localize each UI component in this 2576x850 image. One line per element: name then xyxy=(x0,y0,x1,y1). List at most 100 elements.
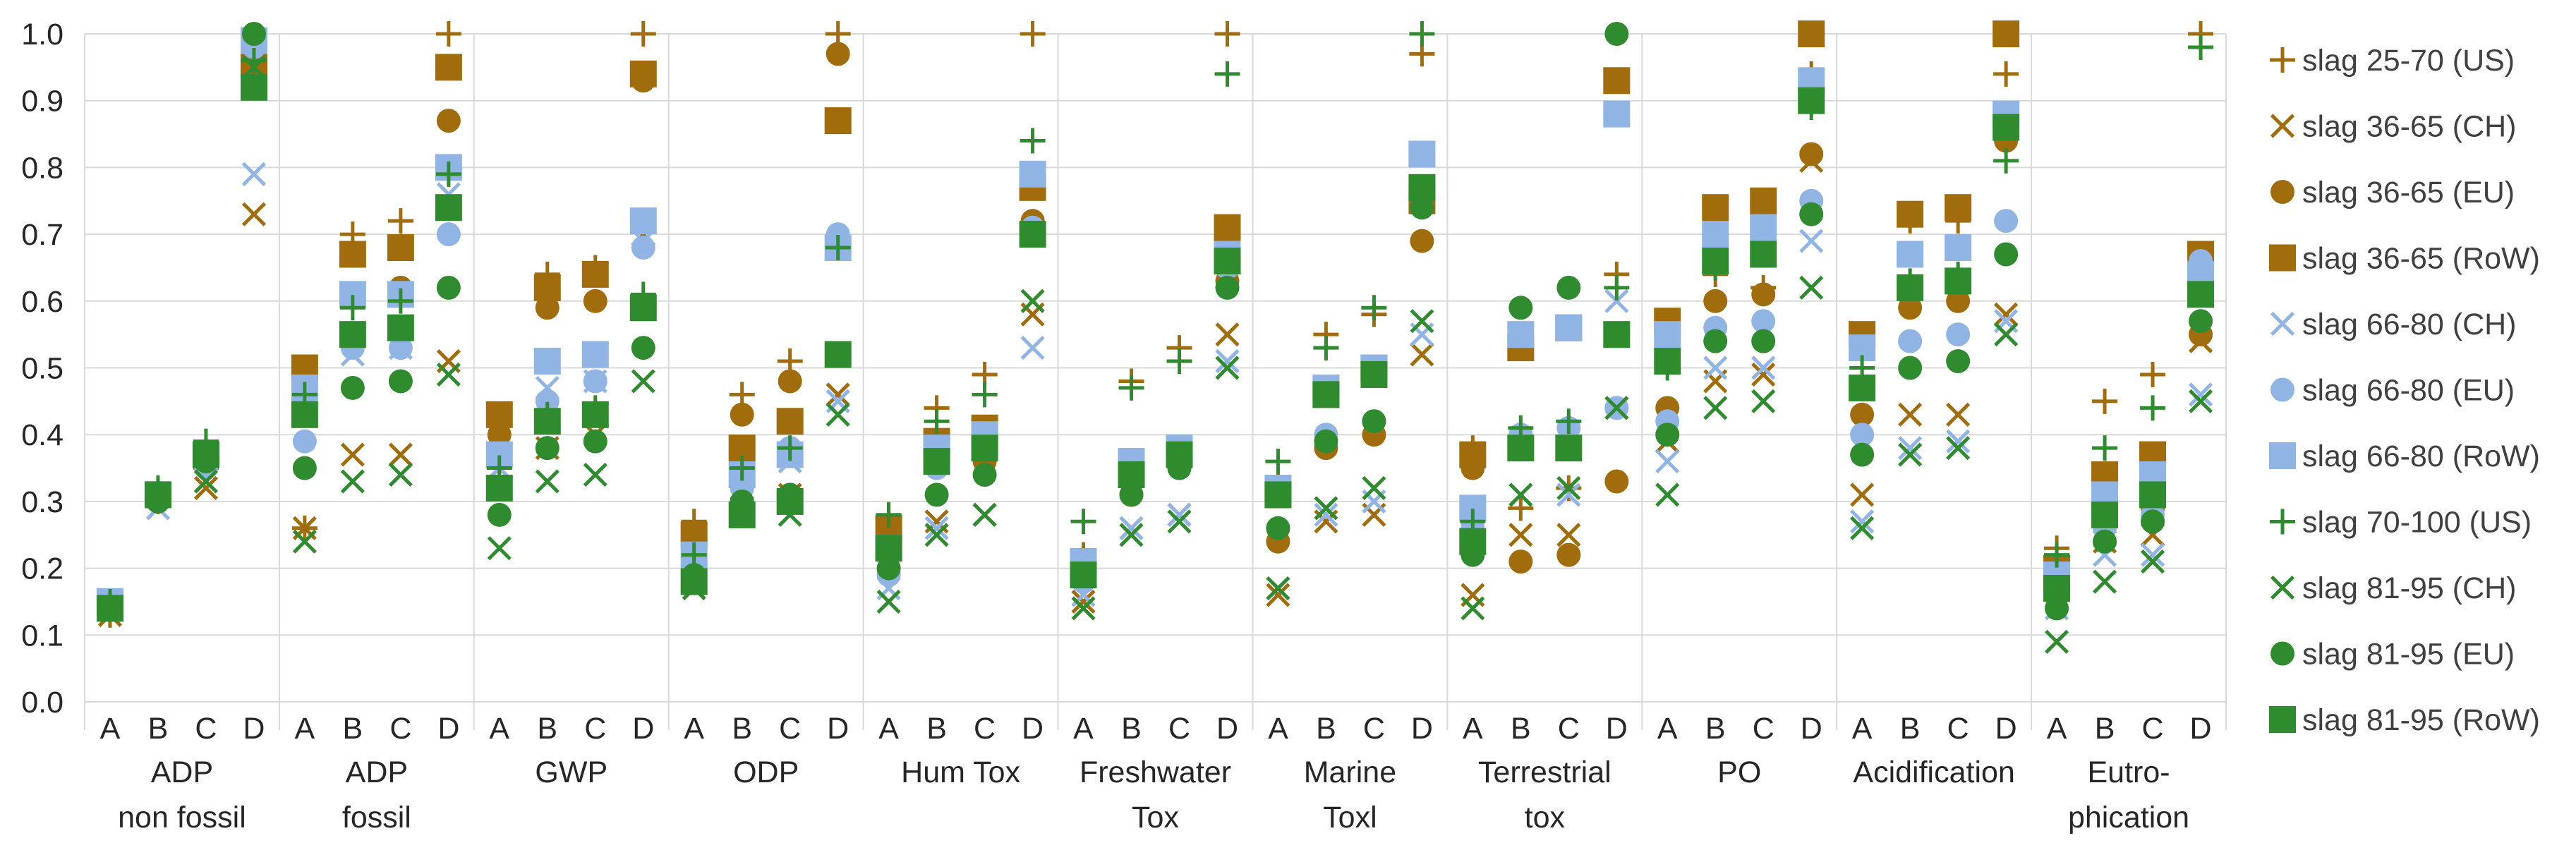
data-point xyxy=(1898,436,1923,461)
data-point xyxy=(436,362,461,387)
data-point xyxy=(533,348,561,375)
data-point xyxy=(972,382,998,408)
data-point xyxy=(533,408,561,435)
x-subcategory-label: D xyxy=(2190,712,2212,746)
x-subcategory-label: B xyxy=(343,712,363,746)
legend-marker xyxy=(2269,442,2296,469)
data-point xyxy=(1360,360,1388,388)
data-point xyxy=(1508,495,1534,521)
data-point xyxy=(1850,402,1875,427)
data-point xyxy=(1898,402,1923,427)
data-point xyxy=(2188,382,2213,407)
data-point xyxy=(1946,322,1971,347)
data-point xyxy=(631,336,655,360)
data-point xyxy=(339,295,365,321)
legend-marker xyxy=(2270,180,2294,204)
data-point xyxy=(1119,516,1144,540)
data-point xyxy=(1408,174,1436,201)
y-tick-label: 0.7 xyxy=(21,218,64,252)
data-point xyxy=(1019,160,1046,188)
data-point xyxy=(631,236,655,260)
data-point xyxy=(876,502,902,528)
data-point xyxy=(1556,523,1581,547)
data-point xyxy=(387,208,413,234)
data-point xyxy=(193,469,219,494)
data-point xyxy=(1604,469,1629,494)
data-point xyxy=(1850,423,1875,447)
data-point xyxy=(193,475,219,501)
data-point xyxy=(1508,550,1533,574)
data-point xyxy=(1166,441,1193,468)
data-point xyxy=(1946,402,1971,427)
x-subcategory-label: A xyxy=(2047,712,2067,746)
data-point xyxy=(535,296,560,320)
x-subcategory-label: D xyxy=(632,712,654,746)
data-point xyxy=(485,474,513,502)
data-point xyxy=(825,235,851,261)
legend-marker xyxy=(2270,114,2295,138)
data-point xyxy=(1215,348,1240,374)
x-subcategory-label: D xyxy=(1995,712,2017,746)
data-point xyxy=(2091,501,2119,528)
data-point xyxy=(535,389,560,413)
x-group-label: GWP xyxy=(535,755,607,789)
data-point xyxy=(728,501,756,528)
data-point xyxy=(1702,194,1729,221)
data-point xyxy=(2140,550,2165,574)
x-group-label: Freshwater xyxy=(1080,755,1231,789)
legend-label: slag 36-65 (RoW) xyxy=(2302,242,2540,276)
x-group-label: tox xyxy=(1525,801,1566,834)
data-point xyxy=(1362,475,1386,501)
data-point xyxy=(1603,321,1631,348)
data-point xyxy=(1556,482,1581,507)
data-point xyxy=(1312,381,1340,408)
x-subcategory-label: D xyxy=(1411,712,1433,746)
x-subcategory-label: C xyxy=(779,712,801,746)
data-point xyxy=(1750,241,1777,268)
data-point xyxy=(824,341,852,368)
data-point xyxy=(876,556,901,581)
x-subcategory-label: A xyxy=(1268,712,1288,746)
data-point xyxy=(924,482,949,507)
data-point xyxy=(1556,475,1581,501)
data-point xyxy=(388,442,413,467)
data-point xyxy=(1410,195,1434,220)
data-point xyxy=(1362,409,1386,434)
data-point xyxy=(2093,529,2117,554)
data-point xyxy=(1507,321,1535,348)
data-point xyxy=(1751,329,1776,353)
data-point xyxy=(1314,429,1338,454)
data-point xyxy=(2141,509,2165,534)
data-point xyxy=(1655,423,1680,447)
data-point xyxy=(1750,214,1777,241)
legend-marker xyxy=(2270,377,2294,402)
data-point xyxy=(2139,481,2167,509)
data-point xyxy=(778,369,802,394)
legend-label: slag 70-100 (US) xyxy=(2302,506,2532,540)
data-point xyxy=(1799,229,1824,253)
data-point xyxy=(1703,396,1728,420)
data-point xyxy=(1946,349,1971,374)
x-group-label: Eutro- xyxy=(2087,755,2170,789)
legend-label: slag 36-65 (EU) xyxy=(2302,176,2515,210)
data-point xyxy=(1850,516,1875,540)
x-group-label: ODP xyxy=(733,755,799,789)
x-subcategory-label: B xyxy=(1705,712,1726,746)
data-point xyxy=(1604,289,1629,313)
data-point xyxy=(1897,241,1924,268)
y-tick-label: 0.1 xyxy=(21,619,64,652)
data-point xyxy=(1946,436,1971,461)
data-point xyxy=(924,408,950,435)
data-point xyxy=(1118,461,1145,489)
x-group-label: phication xyxy=(2068,801,2189,834)
data-point xyxy=(777,435,803,461)
legend-label: slag 81-95 (EU) xyxy=(2302,638,2515,672)
x-subcategory-label: C xyxy=(2142,712,2164,746)
data-point xyxy=(1214,21,1240,47)
data-point xyxy=(1214,61,1240,87)
data-point xyxy=(292,529,317,554)
data-point xyxy=(972,502,997,527)
data-point xyxy=(387,288,413,314)
data-point xyxy=(1993,114,2020,141)
y-tick-label: 0.9 xyxy=(21,85,64,119)
